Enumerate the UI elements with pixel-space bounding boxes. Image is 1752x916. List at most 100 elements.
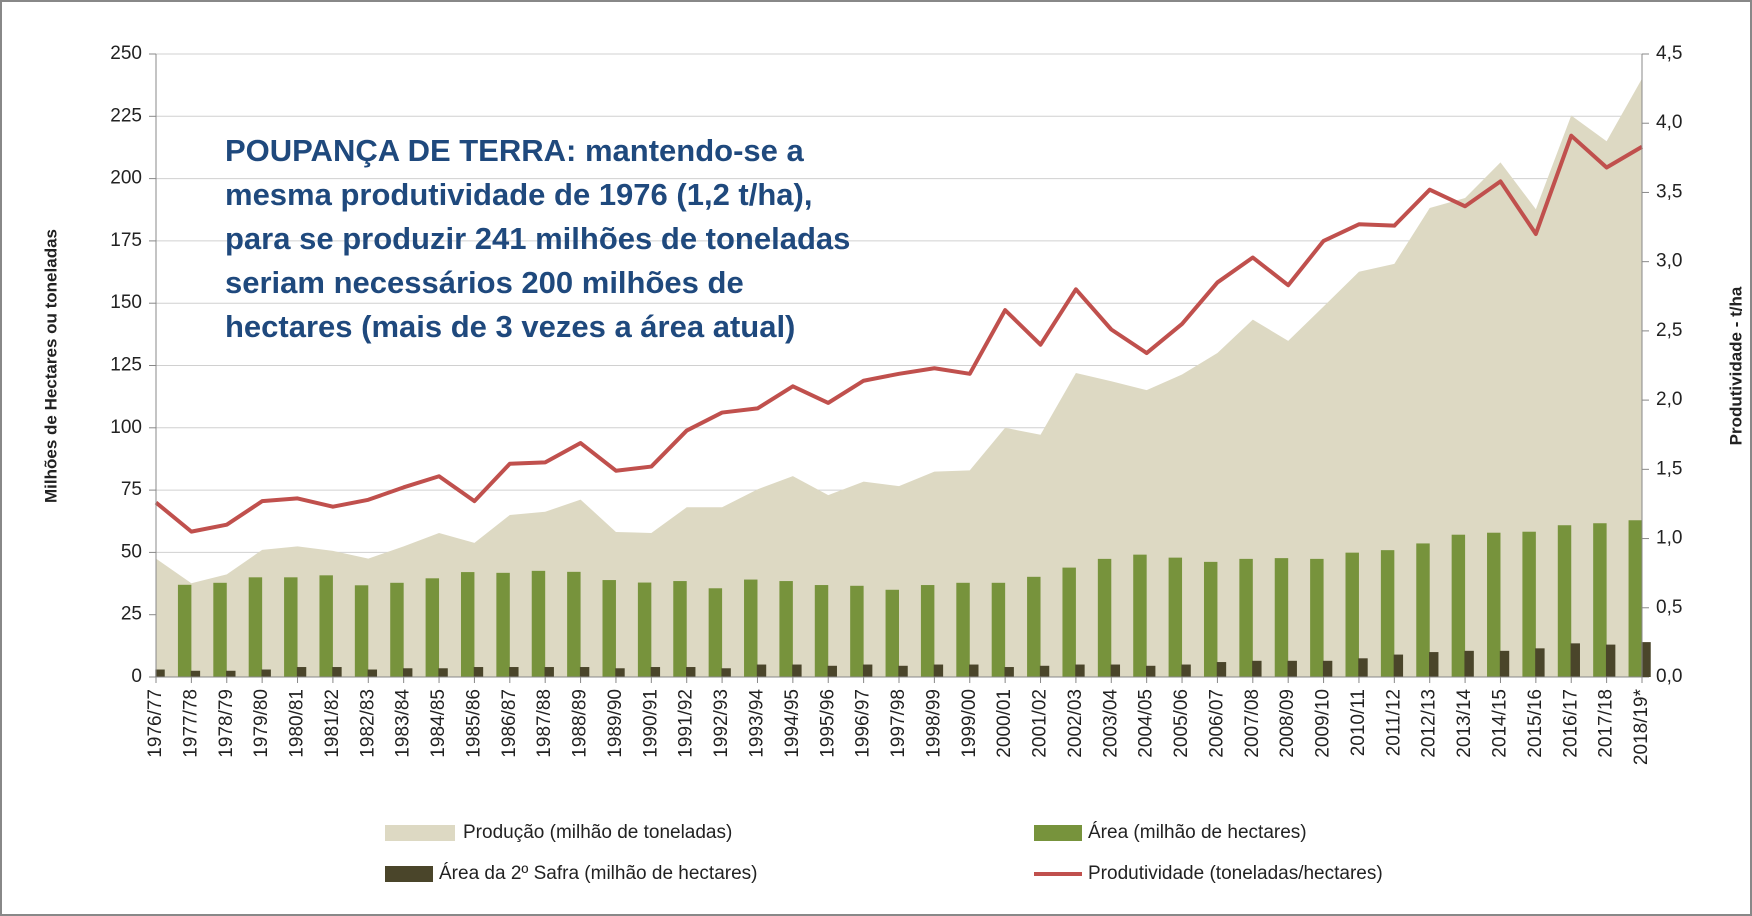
- bar: [354, 585, 369, 677]
- y-tick-label: 25: [121, 604, 142, 625]
- x-tick-label: 2014/15: [1489, 689, 1510, 758]
- y2-tick-label: 2,5: [1656, 320, 1682, 341]
- bar: [1487, 532, 1501, 677]
- x-tick-label: 1987/88: [534, 689, 555, 758]
- production-area: [156, 78, 1642, 678]
- x-tick-label: 1985/86: [463, 689, 484, 758]
- bar: [615, 668, 625, 677]
- bar: [579, 667, 590, 677]
- bar: [213, 582, 227, 677]
- x-tick-label: 2015/16: [1525, 689, 1546, 758]
- bar: [509, 667, 519, 677]
- x-tick-label: 1980/81: [287, 689, 308, 758]
- x-tick-label: 1989/90: [605, 689, 626, 758]
- x-tick-label: 1988/89: [570, 689, 591, 758]
- bar: [862, 664, 873, 677]
- bar: [1252, 660, 1262, 677]
- x-tick-label: 1986/87: [499, 689, 520, 758]
- legend-label: Produtividade (toneladas/hectares): [1088, 863, 1383, 884]
- bar: [1429, 652, 1439, 677]
- bar: [1358, 658, 1368, 677]
- bar: [991, 582, 1006, 677]
- bar: [390, 582, 404, 677]
- x-tick-label: 2007/08: [1242, 689, 1263, 758]
- x-tick-label: 1976/77: [145, 689, 166, 758]
- bar: [402, 668, 413, 677]
- x-tick-label: 2009/10: [1313, 689, 1334, 758]
- annotation: mesma produtividade de 1976 (1,2 t/ha),: [225, 177, 812, 212]
- bar: [1039, 665, 1050, 677]
- bar: [721, 668, 731, 677]
- bar: [792, 664, 802, 677]
- x-tick-label: 1977/78: [180, 689, 201, 758]
- y2-tick-label: 0,5: [1656, 597, 1682, 618]
- bar: [756, 664, 767, 677]
- bar: [1027, 576, 1041, 677]
- bar: [319, 575, 333, 677]
- bar: [1628, 520, 1642, 677]
- x-tick-label: 1995/96: [817, 689, 838, 758]
- bar: [969, 664, 979, 677]
- bar: [827, 665, 837, 677]
- x-tick-label: 1997/98: [888, 689, 909, 758]
- bar: [531, 570, 546, 677]
- y2-tick-label: 1,5: [1656, 458, 1682, 479]
- bar: [1557, 525, 1572, 677]
- bar: [473, 667, 484, 677]
- bar: [296, 667, 307, 677]
- bar: [1535, 648, 1545, 677]
- bar: [226, 670, 236, 677]
- bar: [1216, 662, 1227, 677]
- legend-swatch: [1034, 825, 1082, 841]
- bar: [1287, 660, 1297, 677]
- bar: [567, 571, 581, 677]
- bar: [814, 585, 829, 677]
- bar: [744, 579, 758, 677]
- x-tick-label: 2003/04: [1100, 689, 1121, 758]
- y2-tick-label: 4,5: [1656, 43, 1682, 64]
- x-tick-label: 1992/93: [711, 689, 732, 758]
- bar: [1393, 654, 1404, 677]
- y2-tick-label: 3,0: [1656, 251, 1682, 272]
- bar: [155, 669, 165, 677]
- bar: [1451, 534, 1466, 677]
- y2-tick-label: 1,0: [1656, 528, 1682, 549]
- bar: [956, 582, 970, 677]
- bar: [248, 577, 263, 677]
- bar: [1416, 543, 1430, 677]
- y-tick-label: 75: [121, 479, 142, 500]
- bar: [1322, 660, 1333, 677]
- bar: [650, 667, 661, 677]
- bar: [177, 584, 192, 677]
- bar: [1239, 558, 1253, 677]
- x-tick-label: 1978/79: [216, 689, 237, 758]
- x-tick-label: 1982/83: [357, 689, 378, 758]
- y-tick-label: 150: [110, 292, 142, 313]
- x-tick-label: 2016/17: [1560, 689, 1581, 758]
- bar: [1345, 552, 1359, 677]
- x-tick-label: 1996/97: [853, 689, 874, 758]
- x-tick-label: 1994/95: [782, 689, 803, 758]
- x-tick-label: 1993/94: [746, 689, 767, 758]
- bar: [637, 582, 652, 677]
- annotation: POUPANÇA DE TERRA: mantendo-se a: [225, 133, 804, 168]
- bar: [920, 585, 935, 677]
- bar: [332, 667, 342, 677]
- legend-label: Área (milhão de hectares): [1088, 822, 1307, 843]
- bar: [1274, 558, 1289, 677]
- y-axis-label: Milhões de Hectares ou toneladas: [41, 229, 60, 503]
- x-tick-label: 2018/19*: [1631, 688, 1652, 765]
- x-tick-label: 2010/11: [1348, 689, 1369, 756]
- bar: [1310, 558, 1324, 677]
- x-tick-label: 2011/12: [1383, 689, 1404, 756]
- y2-tick-label: 4,0: [1656, 112, 1682, 133]
- x-tick-label: 2004/05: [1136, 689, 1157, 758]
- bar: [1499, 650, 1510, 677]
- x-tick-label: 1979/80: [251, 689, 272, 758]
- bar: [1570, 643, 1580, 677]
- y-tick-label: 200: [110, 168, 142, 189]
- bar: [1522, 531, 1536, 677]
- bar: [898, 665, 908, 677]
- bar: [1145, 665, 1156, 677]
- x-tick-label: 2013/14: [1454, 689, 1475, 758]
